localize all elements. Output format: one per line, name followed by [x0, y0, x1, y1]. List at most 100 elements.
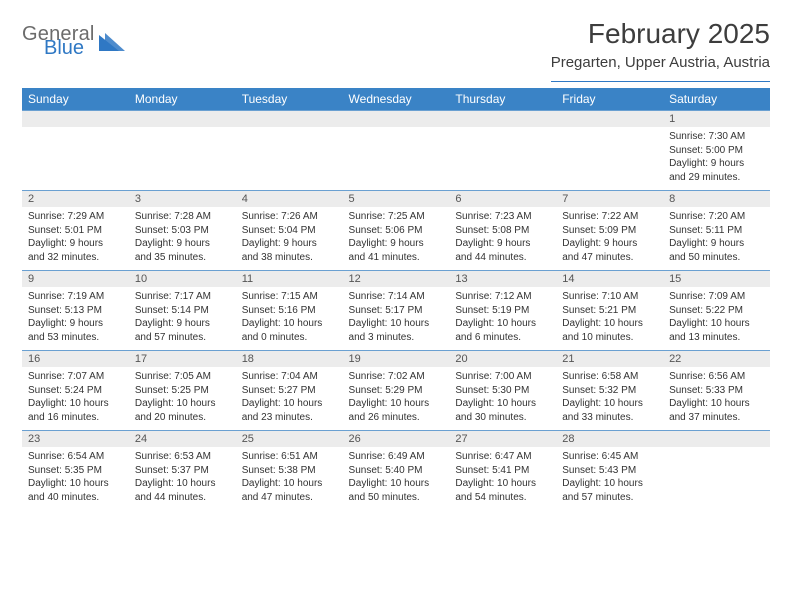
day-number: 5	[343, 191, 450, 207]
day-details: Sunrise: 7:07 AMSunset: 5:24 PMDaylight:…	[22, 367, 129, 430]
day-details: Sunrise: 7:00 AMSunset: 5:30 PMDaylight:…	[449, 367, 556, 430]
calendar-cell: 21Sunrise: 6:58 AMSunset: 5:32 PMDayligh…	[556, 351, 663, 431]
day-detail-line: and 37 minutes.	[669, 411, 764, 425]
day-details: Sunrise: 6:53 AMSunset: 5:37 PMDaylight:…	[129, 447, 236, 510]
day-number: 1	[663, 111, 770, 127]
day-header: Saturday	[663, 88, 770, 111]
day-detail-line: Sunset: 5:22 PM	[669, 304, 764, 318]
day-detail-line: and 16 minutes.	[28, 411, 123, 425]
day-detail-line: Sunset: 5:14 PM	[135, 304, 230, 318]
day-detail-line: Daylight: 10 hours	[562, 317, 657, 331]
day-detail-line: Sunset: 5:32 PM	[562, 384, 657, 398]
day-detail-line: Sunset: 5:30 PM	[455, 384, 550, 398]
day-detail-line: Sunset: 5:13 PM	[28, 304, 123, 318]
day-number: 9	[22, 271, 129, 287]
day-number: 18	[236, 351, 343, 367]
day-number: 24	[129, 431, 236, 447]
day-number: 7	[556, 191, 663, 207]
day-details: Sunrise: 7:29 AMSunset: 5:01 PMDaylight:…	[22, 207, 129, 270]
day-header: Wednesday	[343, 88, 450, 111]
day-detail-line: Sunset: 5:27 PM	[242, 384, 337, 398]
day-detail-line: Sunset: 5:09 PM	[562, 224, 657, 238]
calendar-cell: 15Sunrise: 7:09 AMSunset: 5:22 PMDayligh…	[663, 271, 770, 351]
day-detail-line: and 29 minutes.	[669, 171, 764, 185]
day-detail-line: Daylight: 10 hours	[242, 397, 337, 411]
day-number: 4	[236, 191, 343, 207]
day-detail-line: and 40 minutes.	[28, 491, 123, 505]
day-detail-line: Sunrise: 7:10 AM	[562, 290, 657, 304]
calendar-cell: 8Sunrise: 7:20 AMSunset: 5:11 PMDaylight…	[663, 191, 770, 271]
day-details: Sunrise: 7:04 AMSunset: 5:27 PMDaylight:…	[236, 367, 343, 430]
day-header: Tuesday	[236, 88, 343, 111]
day-detail-line: Sunset: 5:24 PM	[28, 384, 123, 398]
day-details	[556, 127, 663, 185]
day-details: Sunrise: 7:22 AMSunset: 5:09 PMDaylight:…	[556, 207, 663, 270]
day-detail-line: and 13 minutes.	[669, 331, 764, 345]
day-detail-line: and 47 minutes.	[242, 491, 337, 505]
calendar-cell: 1Sunrise: 7:30 AMSunset: 5:00 PMDaylight…	[663, 111, 770, 191]
day-detail-line: Sunset: 5:41 PM	[455, 464, 550, 478]
day-detail-line: Sunrise: 6:51 AM	[242, 450, 337, 464]
day-detail-line: Sunset: 5:43 PM	[562, 464, 657, 478]
day-detail-line: Sunset: 5:33 PM	[669, 384, 764, 398]
logo-word-blue: Blue	[44, 38, 95, 58]
day-detail-line: and 30 minutes.	[455, 411, 550, 425]
day-details: Sunrise: 7:05 AMSunset: 5:25 PMDaylight:…	[129, 367, 236, 430]
day-detail-line: Daylight: 10 hours	[349, 397, 444, 411]
page-header: General Blue February 2025 Pregarten, Up…	[22, 18, 770, 82]
day-detail-line: Daylight: 10 hours	[562, 477, 657, 491]
day-number: 23	[22, 431, 129, 447]
title-rule: Pregarten, Upper Austria, Austria	[551, 54, 770, 82]
day-number: 16	[22, 351, 129, 367]
day-detail-line: Sunrise: 7:22 AM	[562, 210, 657, 224]
month-title: February 2025	[551, 18, 770, 50]
day-detail-line: Daylight: 9 hours	[349, 237, 444, 251]
calendar-cell	[449, 111, 556, 191]
day-detail-line: Sunrise: 7:30 AM	[669, 130, 764, 144]
day-detail-line: and 0 minutes.	[242, 331, 337, 345]
day-detail-line: Daylight: 10 hours	[669, 317, 764, 331]
calendar-cell: 16Sunrise: 7:07 AMSunset: 5:24 PMDayligh…	[22, 351, 129, 431]
day-details: Sunrise: 6:45 AMSunset: 5:43 PMDaylight:…	[556, 447, 663, 510]
day-detail-line: Sunset: 5:01 PM	[28, 224, 123, 238]
day-detail-line: Sunrise: 7:17 AM	[135, 290, 230, 304]
day-detail-line: Sunrise: 6:54 AM	[28, 450, 123, 464]
calendar-cell	[663, 431, 770, 511]
day-details	[663, 447, 770, 505]
day-detail-line: and 57 minutes.	[562, 491, 657, 505]
day-detail-line: Sunset: 5:00 PM	[669, 144, 764, 158]
day-details: Sunrise: 7:30 AMSunset: 5:00 PMDaylight:…	[663, 127, 770, 190]
day-details: Sunrise: 7:19 AMSunset: 5:13 PMDaylight:…	[22, 287, 129, 350]
day-detail-line: Sunrise: 7:04 AM	[242, 370, 337, 384]
day-detail-line: Daylight: 9 hours	[28, 317, 123, 331]
day-details: Sunrise: 7:14 AMSunset: 5:17 PMDaylight:…	[343, 287, 450, 350]
day-details: Sunrise: 7:20 AMSunset: 5:11 PMDaylight:…	[663, 207, 770, 270]
day-detail-line: Sunset: 5:21 PM	[562, 304, 657, 318]
day-detail-line: and 26 minutes.	[349, 411, 444, 425]
calendar-cell: 22Sunrise: 6:56 AMSunset: 5:33 PMDayligh…	[663, 351, 770, 431]
day-detail-line: Daylight: 10 hours	[242, 477, 337, 491]
day-details: Sunrise: 6:58 AMSunset: 5:32 PMDaylight:…	[556, 367, 663, 430]
day-detail-line: Sunset: 5:11 PM	[669, 224, 764, 238]
day-detail-line: Daylight: 10 hours	[562, 397, 657, 411]
day-number	[129, 111, 236, 127]
calendar-week-row: 1Sunrise: 7:30 AMSunset: 5:00 PMDaylight…	[22, 111, 770, 191]
day-detail-line: Sunrise: 7:05 AM	[135, 370, 230, 384]
day-detail-line: Sunrise: 7:00 AM	[455, 370, 550, 384]
day-detail-line: Sunset: 5:35 PM	[28, 464, 123, 478]
day-details	[449, 127, 556, 185]
day-details: Sunrise: 6:49 AMSunset: 5:40 PMDaylight:…	[343, 447, 450, 510]
day-detail-line: Sunset: 5:25 PM	[135, 384, 230, 398]
day-detail-line: Sunset: 5:19 PM	[455, 304, 550, 318]
day-detail-line: Sunset: 5:17 PM	[349, 304, 444, 318]
day-header: Thursday	[449, 88, 556, 111]
day-number: 11	[236, 271, 343, 287]
day-detail-line: Sunrise: 7:09 AM	[669, 290, 764, 304]
brand-logo: General Blue	[22, 24, 125, 58]
day-detail-line: Sunset: 5:06 PM	[349, 224, 444, 238]
calendar-cell: 24Sunrise: 6:53 AMSunset: 5:37 PMDayligh…	[129, 431, 236, 511]
day-number: 17	[129, 351, 236, 367]
day-details: Sunrise: 6:56 AMSunset: 5:33 PMDaylight:…	[663, 367, 770, 430]
day-detail-line: and 50 minutes.	[669, 251, 764, 265]
day-number: 14	[556, 271, 663, 287]
